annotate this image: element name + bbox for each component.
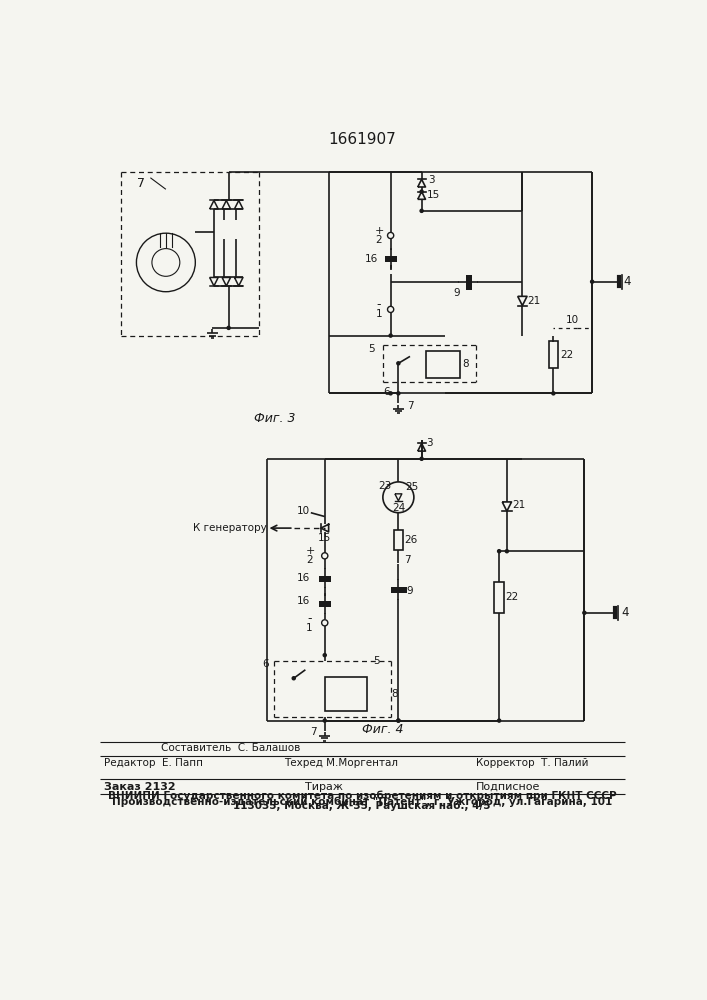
Text: 3: 3 xyxy=(426,438,433,448)
Text: ВНИИПИ Государственного комитета по изобретениям и открытиям при ГКНТ СССР: ВНИИПИ Государственного комитета по изоб… xyxy=(107,791,617,801)
Text: 22: 22 xyxy=(561,350,574,360)
Text: 7: 7 xyxy=(404,555,411,565)
Text: Заказ 2132: Заказ 2132 xyxy=(104,782,175,792)
Text: 25: 25 xyxy=(406,482,419,492)
Circle shape xyxy=(227,326,230,329)
Text: 3: 3 xyxy=(428,175,435,185)
Circle shape xyxy=(397,392,400,395)
Circle shape xyxy=(498,719,501,722)
Bar xyxy=(394,530,403,550)
Text: 8: 8 xyxy=(391,689,398,699)
Text: К генератору: К генератору xyxy=(193,523,267,533)
Bar xyxy=(426,351,460,378)
Text: 16: 16 xyxy=(297,573,310,583)
Text: 1661907: 1661907 xyxy=(328,132,396,147)
Circle shape xyxy=(420,457,423,460)
Text: Производственно-издательский комбинат "Патент", г. Ужгород, ул.Гагарина, 101: Производственно-издательский комбинат "П… xyxy=(112,797,612,807)
Circle shape xyxy=(552,392,555,395)
Circle shape xyxy=(420,190,423,193)
Text: 2: 2 xyxy=(306,555,312,565)
Text: 10: 10 xyxy=(297,506,310,516)
Text: 4: 4 xyxy=(621,606,629,619)
Text: +: + xyxy=(374,226,384,236)
Circle shape xyxy=(397,719,400,722)
Text: 6: 6 xyxy=(383,387,390,397)
Circle shape xyxy=(389,334,392,337)
Circle shape xyxy=(590,280,594,283)
Text: Подписное: Подписное xyxy=(476,782,540,792)
Text: 7: 7 xyxy=(407,401,414,411)
Text: Тираж: Тираж xyxy=(305,782,344,792)
Circle shape xyxy=(292,677,296,680)
Circle shape xyxy=(583,611,586,614)
Text: Фиг. 4: Фиг. 4 xyxy=(362,723,404,736)
Text: 16: 16 xyxy=(365,254,378,264)
Text: 22: 22 xyxy=(506,592,519,602)
Text: 7: 7 xyxy=(310,727,317,737)
Circle shape xyxy=(498,550,501,553)
Text: 7: 7 xyxy=(137,177,145,190)
Text: 1: 1 xyxy=(375,309,382,319)
Text: 1: 1 xyxy=(306,623,312,633)
Bar xyxy=(549,341,558,368)
Text: 8: 8 xyxy=(462,359,469,369)
Text: Редактор  Е. Папп: Редактор Е. Папп xyxy=(104,758,203,768)
Circle shape xyxy=(397,719,400,722)
Circle shape xyxy=(389,392,392,395)
Text: 9: 9 xyxy=(407,586,414,596)
Text: Составитель  С. Балашов: Составитель С. Балашов xyxy=(160,743,300,753)
Text: Фиг. 3: Фиг. 3 xyxy=(254,412,295,425)
Text: 15: 15 xyxy=(426,190,440,200)
Text: -: - xyxy=(377,298,381,311)
Circle shape xyxy=(420,209,423,212)
Text: 113035, Москва, Ж-35, Раушская наб., 4/5: 113035, Москва, Ж-35, Раушская наб., 4/5 xyxy=(233,800,491,811)
Bar xyxy=(325,677,368,711)
Circle shape xyxy=(397,362,400,365)
Text: 2: 2 xyxy=(375,235,382,245)
Bar xyxy=(494,582,504,613)
Circle shape xyxy=(323,719,327,722)
Text: Техред М.Моргентал: Техред М.Моргентал xyxy=(284,758,399,768)
Circle shape xyxy=(506,550,508,553)
Text: +: + xyxy=(305,546,315,556)
Text: 16: 16 xyxy=(297,596,310,606)
Text: 23: 23 xyxy=(378,481,392,491)
Text: 6: 6 xyxy=(262,659,269,669)
Text: 21: 21 xyxy=(513,500,526,510)
Text: -: - xyxy=(308,612,312,625)
Text: 9: 9 xyxy=(453,288,460,298)
Text: 10: 10 xyxy=(566,315,579,325)
Text: 26: 26 xyxy=(404,535,417,545)
Text: 4: 4 xyxy=(624,275,631,288)
Text: 21: 21 xyxy=(527,296,541,306)
Text: 5: 5 xyxy=(368,344,375,354)
Text: Корректор  Т. Палий: Корректор Т. Палий xyxy=(476,758,588,768)
Text: 15: 15 xyxy=(318,533,332,543)
Circle shape xyxy=(323,654,327,657)
Text: 24: 24 xyxy=(392,503,405,513)
Text: 5: 5 xyxy=(373,656,380,666)
